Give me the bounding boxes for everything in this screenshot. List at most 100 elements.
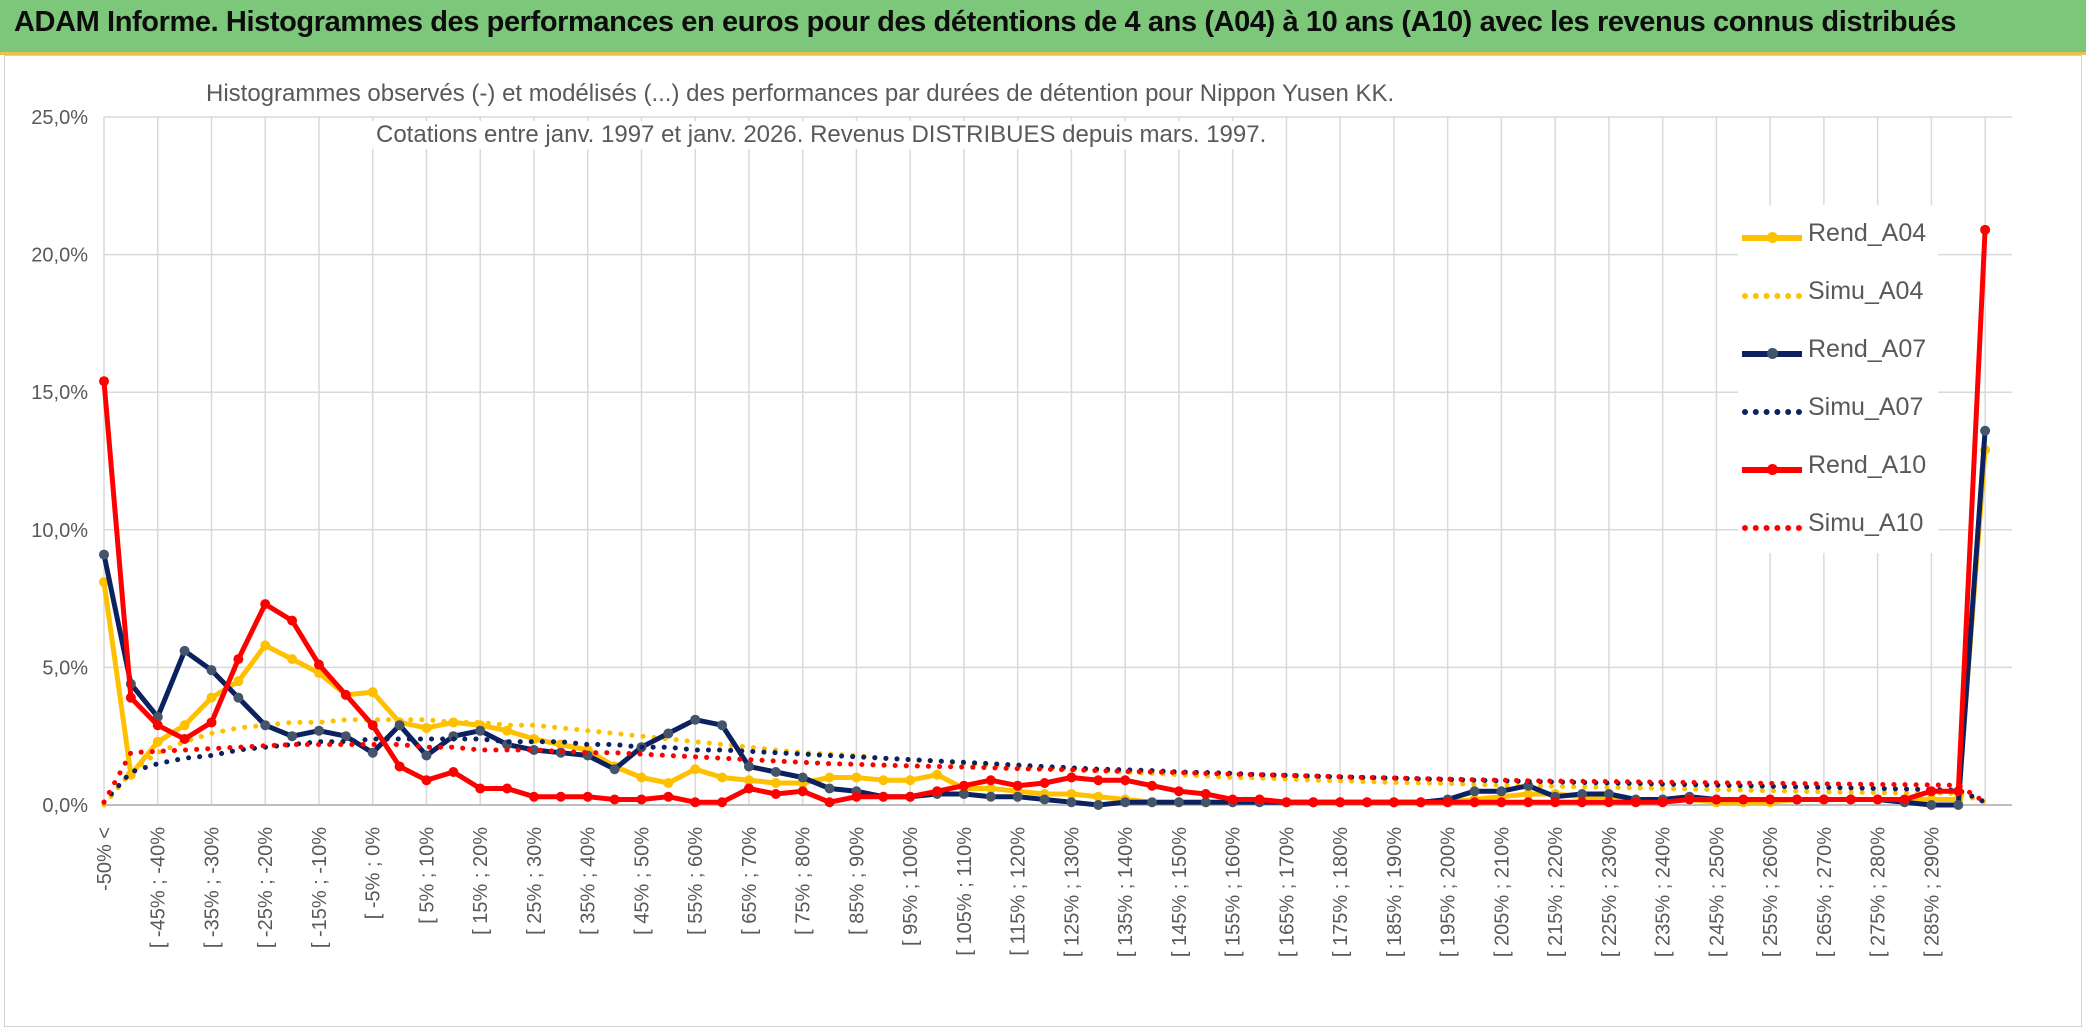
data-point-rend-a10 bbox=[717, 797, 728, 808]
data-point-rend-a07 bbox=[340, 731, 351, 742]
x-tick-label: [ 65% ; 70% bbox=[739, 827, 761, 935]
data-point-rend-a10 bbox=[99, 376, 109, 387]
data-point-rend-a07 bbox=[824, 783, 835, 794]
data-point-rend-a04 bbox=[663, 777, 674, 788]
x-tick-label: [ 85% ; 90% bbox=[846, 827, 868, 935]
data-point-rend-a10 bbox=[152, 720, 163, 731]
x-tick-label: [ 285% ; 290% bbox=[1921, 827, 1943, 957]
legend-swatch bbox=[1742, 409, 1802, 415]
data-point-rend-a07 bbox=[313, 725, 324, 736]
data-point-rend-a07 bbox=[770, 766, 781, 777]
chart-title-line-2: Cotations entre janv. 1997 et janv. 2026… bbox=[370, 121, 1273, 149]
data-point-rend-a10 bbox=[932, 786, 943, 797]
data-point-rend-a10 bbox=[1469, 797, 1480, 808]
y-tick-label: 5,0% bbox=[42, 657, 88, 679]
data-point-rend-a07 bbox=[1120, 797, 1131, 808]
data-point-rend-a07 bbox=[958, 788, 969, 799]
data-point-rend-a10 bbox=[690, 797, 701, 808]
data-point-rend-a07 bbox=[1953, 800, 1964, 810]
data-point-rend-a10 bbox=[1227, 794, 1238, 805]
grid-lines bbox=[103, 116, 2012, 806]
data-point-rend-a07 bbox=[233, 692, 244, 703]
data-point-rend-a04 bbox=[1093, 791, 1104, 802]
data-point-rend-a04 bbox=[690, 764, 701, 775]
data-point-rend-a04 bbox=[717, 772, 728, 783]
data-point-rend-a07 bbox=[1012, 791, 1023, 802]
legend-item-simu-a07: Simu_A07 bbox=[1738, 379, 1938, 437]
data-point-rend-a10 bbox=[287, 615, 298, 626]
legend-label: Rend_A07 bbox=[1808, 335, 1927, 363]
x-tick-label: [ 195% ; 200% bbox=[1438, 827, 1460, 957]
data-point-rend-a04 bbox=[932, 769, 943, 780]
data-point-rend-a10 bbox=[1147, 780, 1158, 791]
data-point-rend-a10 bbox=[1738, 794, 1749, 805]
data-point-rend-a10 bbox=[394, 761, 405, 772]
data-point-rend-a10 bbox=[1872, 794, 1883, 805]
data-point-rend-a10 bbox=[824, 797, 835, 808]
data-point-rend-a07 bbox=[475, 725, 486, 736]
legend-label: Simu_A04 bbox=[1808, 277, 1924, 305]
x-tick-label: [ 205% ; 210% bbox=[1491, 827, 1513, 957]
data-point-rend-a10 bbox=[260, 599, 271, 610]
data-point-rend-a04 bbox=[179, 720, 190, 731]
x-tick-label: [ -25% ; -20% bbox=[255, 827, 277, 948]
data-point-rend-a07 bbox=[717, 720, 728, 731]
data-point-rend-a10 bbox=[367, 720, 378, 731]
data-point-rend-a07 bbox=[1200, 797, 1211, 808]
data-point-rend-a04 bbox=[287, 654, 298, 665]
data-point-rend-a04 bbox=[851, 772, 862, 783]
legend-item-simu-a04: Simu_A04 bbox=[1738, 263, 1938, 321]
x-tick-label: [ -5% ; 0% bbox=[363, 827, 385, 919]
data-point-rend-a04 bbox=[1066, 788, 1077, 799]
legend-item-rend-a07: Rend_A07 bbox=[1738, 321, 1938, 379]
data-point-rend-a10 bbox=[528, 791, 539, 802]
data-point-rend-a10 bbox=[1415, 797, 1426, 808]
data-point-rend-a10 bbox=[313, 659, 324, 670]
x-tick-label: [ 155% ; 160% bbox=[1223, 827, 1245, 957]
data-point-rend-a07 bbox=[690, 714, 701, 725]
data-point-rend-a07 bbox=[260, 720, 271, 731]
legend-item-rend-a10: Rend_A10 bbox=[1738, 437, 1938, 495]
legend-label: Simu_A10 bbox=[1808, 509, 1924, 537]
y-tick-label: 0,0% bbox=[42, 795, 88, 817]
data-point-rend-a10 bbox=[1362, 797, 1373, 808]
data-point-rend-a07 bbox=[1173, 797, 1184, 808]
data-point-rend-a10 bbox=[1550, 797, 1561, 808]
y-tick-label: 10,0% bbox=[31, 520, 88, 542]
data-point-rend-a07 bbox=[367, 747, 378, 758]
data-point-rend-a07 bbox=[1577, 788, 1588, 799]
legend-swatch bbox=[1742, 464, 1802, 475]
x-tick-label: [ 245% ; 250% bbox=[1706, 827, 1728, 957]
data-point-rend-a10 bbox=[636, 794, 647, 805]
data-point-rend-a04 bbox=[743, 775, 754, 786]
data-point-rend-a07 bbox=[985, 791, 996, 802]
legend-swatch bbox=[1742, 525, 1802, 531]
data-point-rend-a10 bbox=[1523, 797, 1534, 808]
data-point-rend-a10 bbox=[851, 791, 862, 802]
data-point-rend-a10 bbox=[1496, 797, 1507, 808]
data-point-rend-a10 bbox=[1765, 794, 1776, 805]
x-tick-label: [ 255% ; 260% bbox=[1760, 827, 1782, 957]
data-point-rend-a10 bbox=[179, 733, 190, 744]
series-layer bbox=[99, 224, 1991, 810]
data-point-rend-a04 bbox=[367, 687, 378, 698]
data-point-rend-a04 bbox=[878, 775, 889, 786]
data-point-rend-a10 bbox=[797, 786, 808, 797]
data-point-rend-a04 bbox=[260, 640, 271, 651]
data-point-rend-a07 bbox=[1980, 425, 1991, 436]
data-point-rend-a10 bbox=[1899, 794, 1910, 805]
data-point-rend-a10 bbox=[1684, 794, 1695, 805]
data-point-rend-a04 bbox=[206, 692, 217, 703]
data-point-rend-a07 bbox=[99, 549, 109, 560]
x-tick-label: [ 125% ; 130% bbox=[1061, 827, 1083, 957]
data-point-rend-a07 bbox=[287, 731, 298, 742]
legend-label: Rend_A10 bbox=[1808, 451, 1927, 479]
data-point-rend-a10 bbox=[743, 783, 754, 794]
data-point-rend-a10 bbox=[1335, 797, 1346, 808]
data-point-rend-a10 bbox=[1254, 794, 1265, 805]
legend-swatch bbox=[1742, 293, 1802, 299]
data-point-rend-a10 bbox=[609, 794, 620, 805]
legend-item-rend-a04: Rend_A04 bbox=[1738, 205, 1938, 263]
x-tick-label: -50% < bbox=[94, 827, 116, 891]
data-point-rend-a10 bbox=[1711, 794, 1722, 805]
